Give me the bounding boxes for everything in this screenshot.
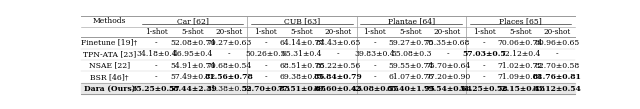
Text: 20-shot: 20-shot: [543, 28, 570, 36]
Text: 77.20±0.90: 77.20±0.90: [425, 73, 470, 81]
Text: 75.35±0.68: 75.35±0.68: [425, 39, 470, 47]
Text: 1-shot: 1-shot: [145, 28, 168, 36]
Text: -: -: [228, 50, 230, 58]
Text: -: -: [373, 73, 376, 81]
Text: 52.70±0.83: 52.70±0.83: [241, 85, 290, 93]
Text: -: -: [483, 62, 485, 70]
Text: 59.55±0.74: 59.55±0.74: [388, 62, 434, 70]
Text: Car [62]: Car [62]: [177, 17, 209, 25]
Text: CUB [63]: CUB [63]: [284, 17, 320, 25]
Text: Methods: Methods: [93, 17, 126, 25]
Text: -: -: [373, 62, 376, 70]
Text: 50.26±0.5: 50.26±0.5: [245, 50, 285, 58]
Text: 82.70±0.58: 82.70±0.58: [534, 62, 579, 70]
Text: 20-shot: 20-shot: [434, 28, 461, 36]
Text: -: -: [446, 50, 449, 58]
Text: TPN-ATA [23]: TPN-ATA [23]: [83, 50, 136, 58]
Text: 34.18±0.4: 34.18±0.4: [136, 50, 177, 58]
Text: Plantae [64]: Plantae [64]: [388, 17, 435, 25]
Text: 57.03±0.5: 57.03±0.5: [462, 50, 506, 58]
Text: 83.12±0.54: 83.12±0.54: [532, 85, 581, 93]
Text: 59.27±0.70: 59.27±0.70: [388, 39, 434, 47]
Text: 5-shot: 5-shot: [291, 28, 313, 36]
Text: -: -: [373, 39, 376, 47]
Text: 85.84±0.79: 85.84±0.79: [314, 73, 363, 81]
Text: 89.60±0.43: 89.60±0.43: [314, 85, 363, 93]
Text: 39.83±0.4: 39.83±0.4: [355, 50, 395, 58]
Text: BSR [46]†: BSR [46]†: [90, 73, 129, 81]
Text: Places [65]: Places [65]: [499, 17, 542, 25]
Text: 72.15±0.43: 72.15±0.43: [496, 85, 545, 93]
Text: 51.25±0.58: 51.25±0.58: [460, 85, 508, 93]
Text: 80.96±0.65: 80.96±0.65: [534, 39, 579, 47]
Text: 75.70±0.64: 75.70±0.64: [425, 62, 470, 70]
Text: 20-shot: 20-shot: [216, 28, 243, 36]
Text: 42.08±0.55: 42.08±0.55: [350, 85, 399, 93]
Bar: [81, 83, 575, 95]
Text: 55.08±0.3: 55.08±0.3: [391, 50, 431, 58]
Text: 71.09±0.68: 71.09±0.68: [498, 73, 543, 81]
Text: 79.27±0.63: 79.27±0.63: [206, 39, 252, 47]
Text: 65.31±0.4: 65.31±0.4: [282, 50, 322, 58]
Text: -: -: [264, 39, 267, 47]
Text: 68.51±0.76: 68.51±0.76: [279, 62, 324, 70]
Text: 46.95±0.4: 46.95±0.4: [172, 50, 213, 58]
Text: -: -: [556, 50, 558, 58]
Text: 57.49±0.72: 57.49±0.72: [170, 73, 215, 81]
Text: 58.44±2.39: 58.44±2.39: [168, 85, 217, 93]
Text: 1-shot: 1-shot: [364, 28, 386, 36]
Text: NSAE [22]: NSAE [22]: [89, 62, 130, 70]
Text: 54.91±0.74: 54.91±0.74: [170, 62, 215, 70]
Text: -: -: [155, 62, 157, 70]
Text: 79.54±0.64: 79.54±0.64: [423, 85, 472, 93]
Text: 1-shot: 1-shot: [472, 28, 495, 36]
Text: -: -: [264, 62, 267, 70]
Text: -: -: [483, 39, 485, 47]
Text: 81.38±0.59: 81.38±0.59: [206, 85, 252, 93]
Text: 1-shot: 1-shot: [254, 28, 277, 36]
Text: 61.07±0.76: 61.07±0.76: [388, 73, 434, 81]
Text: 81.76±0.81: 81.76±0.81: [532, 73, 581, 81]
Text: 71.02±0.72: 71.02±0.72: [498, 62, 543, 70]
Text: Dara (Ours): Dara (Ours): [84, 85, 135, 93]
Text: 79.68±0.54: 79.68±0.54: [207, 62, 252, 70]
Text: 52.08±0.74: 52.08±0.74: [170, 39, 215, 47]
Text: 5-shot: 5-shot: [509, 28, 532, 36]
Text: 77.51±0.65: 77.51±0.65: [278, 85, 326, 93]
Text: -: -: [337, 50, 340, 58]
Text: 5-shot: 5-shot: [181, 28, 204, 36]
Text: -: -: [155, 73, 157, 81]
Text: 70.06±0.74: 70.06±0.74: [498, 39, 543, 47]
Text: 81.56±0.78: 81.56±0.78: [205, 73, 253, 81]
Text: -: -: [264, 73, 267, 81]
Text: -: -: [483, 73, 485, 81]
Text: 84.43±0.65: 84.43±0.65: [316, 39, 361, 47]
Text: 35.25±0.57: 35.25±0.57: [132, 85, 180, 93]
Text: 69.38±0.76: 69.38±0.76: [279, 73, 324, 81]
Text: 64.14±0.77: 64.14±0.77: [279, 39, 324, 47]
Text: -: -: [155, 39, 157, 47]
Text: 85.22±0.56: 85.22±0.56: [316, 62, 361, 70]
Text: 5-shot: 5-shot: [400, 28, 422, 36]
Text: Finetune [19]†: Finetune [19]†: [81, 39, 138, 47]
Text: 20-shot: 20-shot: [324, 28, 352, 36]
Text: 72.12±0.4: 72.12±0.4: [500, 50, 541, 58]
Text: 65.40±1.95: 65.40±1.95: [387, 85, 435, 93]
